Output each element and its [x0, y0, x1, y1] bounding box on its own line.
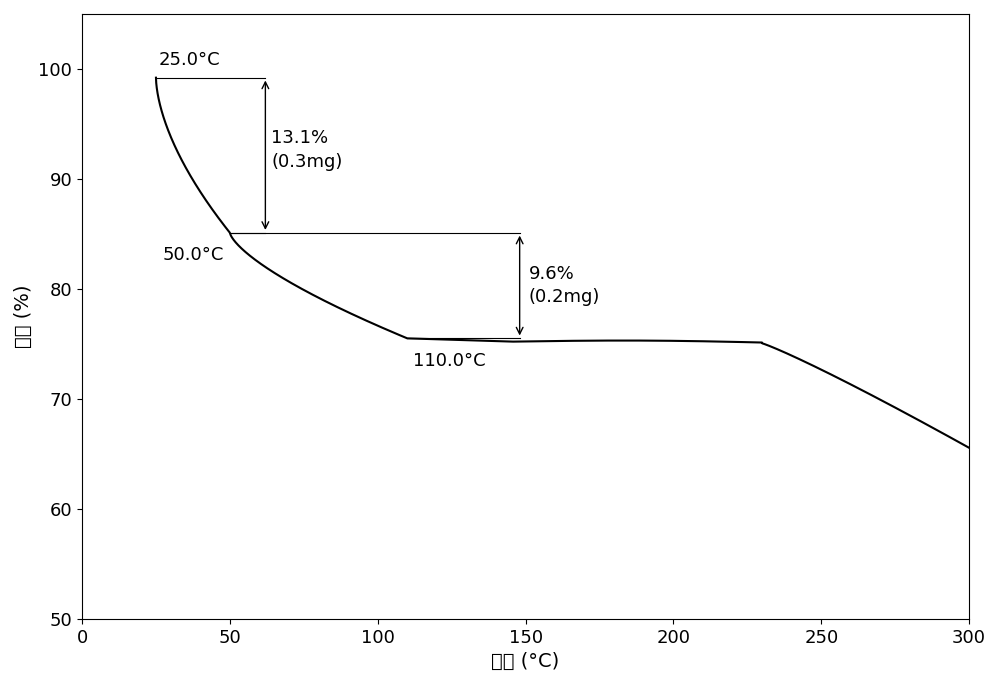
Text: 25.0°C: 25.0°C	[159, 51, 221, 69]
Y-axis label: 重量 (%): 重量 (%)	[14, 284, 33, 348]
X-axis label: 温度 (°C): 温度 (°C)	[491, 652, 560, 671]
Text: 9.6%
(0.2mg): 9.6% (0.2mg)	[529, 265, 600, 306]
Text: 110.0°C: 110.0°C	[413, 351, 486, 370]
Text: 13.1%
(0.3mg): 13.1% (0.3mg)	[271, 129, 343, 171]
Text: 50.0°C: 50.0°C	[163, 246, 224, 264]
